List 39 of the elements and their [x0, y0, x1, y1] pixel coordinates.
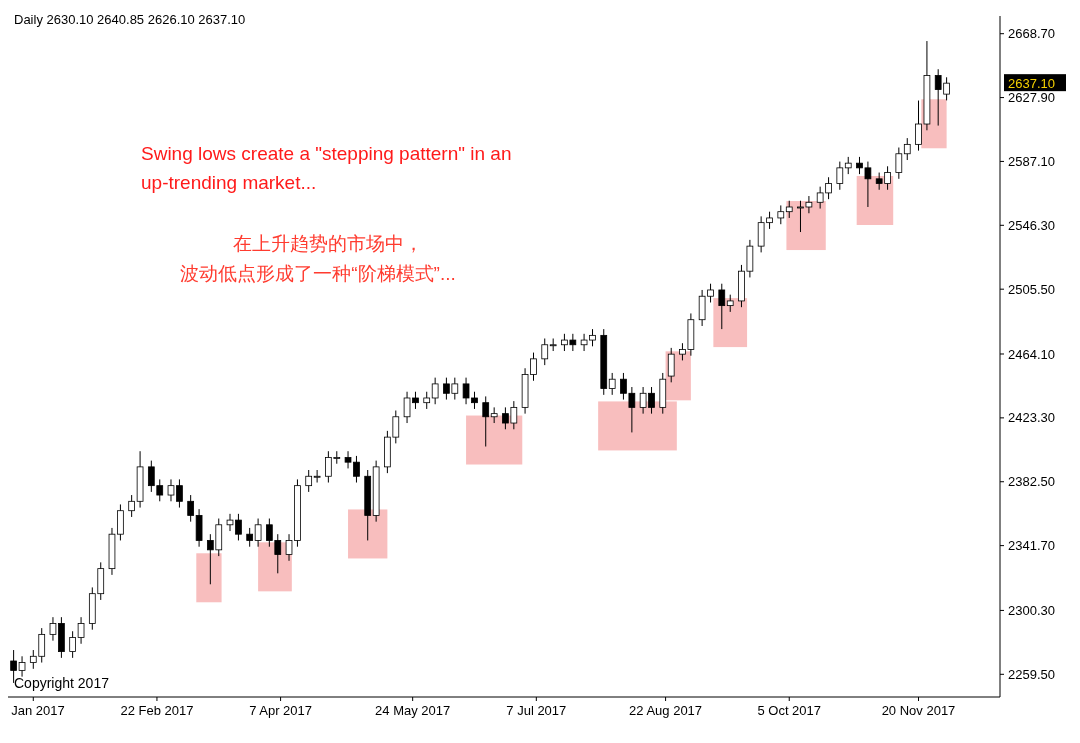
candlestick	[777, 204, 785, 225]
candlestick	[895, 147, 903, 180]
y-tick-label: 2668.70	[1008, 26, 1055, 42]
x-tick-label: 5 Oct 2017	[757, 703, 822, 718]
candlestick	[313, 469, 321, 484]
y-tick-label: 2505.50	[1008, 281, 1055, 297]
text: 2637.10	[1008, 75, 1055, 91]
candlestick	[836, 161, 844, 191]
candlestick	[246, 527, 254, 548]
annotation: Copyright 2017	[14, 675, 110, 691]
x-tick-label: 7 Apr 2017	[249, 703, 313, 718]
annotation: 在上升趋势的市场中，	[233, 233, 423, 254]
x-tick-label: 22 Feb 2017	[120, 703, 194, 718]
x-tick-label: Jan 2017	[11, 703, 65, 718]
candlestick	[305, 469, 313, 493]
y-tick-label: 2627.90	[1008, 90, 1055, 106]
x-tick-label: 22 Aug 2017	[629, 703, 703, 718]
y-tick-label: 2546.30	[1008, 217, 1055, 233]
candlestick	[541, 338, 549, 366]
chart-title: Daily 2630.10 2640.85 2626.10 2637.10	[14, 12, 246, 27]
annotation: Swing lows create a "stepping pattern" in an up-trending market...	[141, 143, 512, 194]
candlestick	[254, 518, 262, 548]
x-tick-label: 20 Nov 2017	[881, 703, 956, 718]
y-tick-label: 2259.50	[1008, 666, 1055, 682]
y-tick-label: 2423.30	[1008, 410, 1055, 426]
x-tick-label: 24 May 2017	[375, 703, 451, 718]
y-tick-label: 2587.10	[1008, 153, 1055, 169]
x-tick-label: 7 Jul 2017	[506, 703, 567, 718]
candlestick	[718, 283, 726, 330]
y-tick-label: 2382.50	[1008, 474, 1055, 490]
candlestick	[903, 137, 911, 161]
candlestick	[431, 377, 439, 405]
annotation: 波动低点形成了一种“阶梯模式”...	[180, 263, 456, 284]
candlestick	[482, 395, 490, 448]
candlestick	[608, 372, 616, 396]
candlestick	[667, 347, 675, 383]
y-tick-label: 2341.70	[1008, 538, 1055, 554]
y-tick-label: 2464.10	[1008, 346, 1055, 362]
y-tick-label: 2300.30	[1008, 602, 1055, 618]
